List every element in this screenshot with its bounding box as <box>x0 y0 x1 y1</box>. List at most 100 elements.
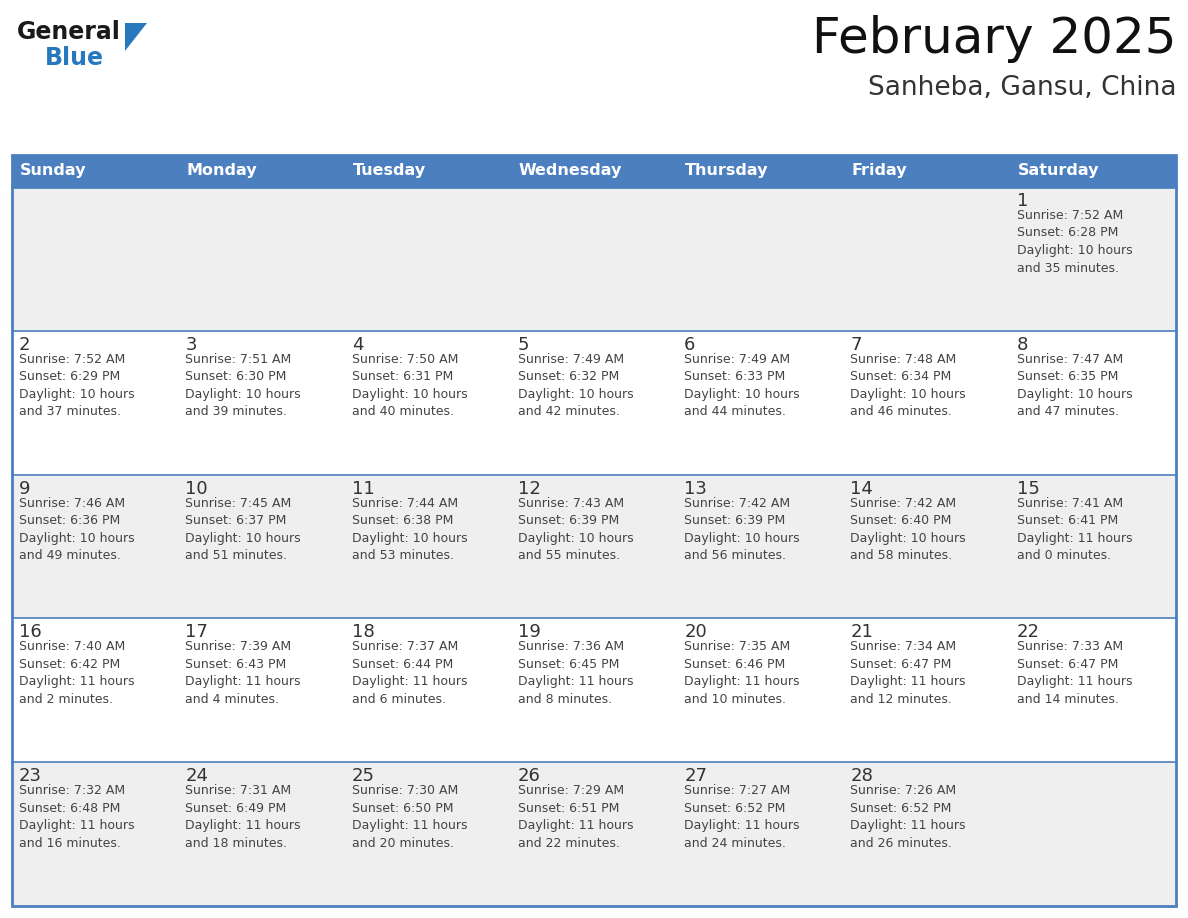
Text: 11: 11 <box>352 479 374 498</box>
Text: 3: 3 <box>185 336 197 353</box>
Bar <box>1010 187 1176 330</box>
Bar <box>178 155 345 187</box>
Text: Sunrise: 7:49 AM
Sunset: 6:32 PM
Daylight: 10 hours
and 42 minutes.: Sunrise: 7:49 AM Sunset: 6:32 PM Dayligh… <box>518 353 633 419</box>
Bar <box>843 187 1010 330</box>
Bar <box>677 475 843 619</box>
Text: 13: 13 <box>684 479 707 498</box>
Text: Sunrise: 7:50 AM
Sunset: 6:31 PM
Daylight: 10 hours
and 40 minutes.: Sunrise: 7:50 AM Sunset: 6:31 PM Dayligh… <box>352 353 467 419</box>
Bar <box>677 155 843 187</box>
Text: Sunrise: 7:44 AM
Sunset: 6:38 PM
Daylight: 10 hours
and 53 minutes.: Sunrise: 7:44 AM Sunset: 6:38 PM Dayligh… <box>352 497 467 562</box>
Bar <box>178 330 345 475</box>
Text: 18: 18 <box>352 623 374 642</box>
Text: 14: 14 <box>851 479 873 498</box>
Bar <box>12 762 178 906</box>
Text: 19: 19 <box>518 623 541 642</box>
Text: Blue: Blue <box>45 46 105 70</box>
Text: 27: 27 <box>684 767 707 785</box>
Text: 15: 15 <box>1017 479 1040 498</box>
Text: Sanheba, Gansu, China: Sanheba, Gansu, China <box>867 75 1176 101</box>
Bar <box>345 619 511 762</box>
Text: 24: 24 <box>185 767 208 785</box>
Text: 22: 22 <box>1017 623 1040 642</box>
Text: Sunday: Sunday <box>20 163 87 178</box>
Text: Sunrise: 7:30 AM
Sunset: 6:50 PM
Daylight: 11 hours
and 20 minutes.: Sunrise: 7:30 AM Sunset: 6:50 PM Dayligh… <box>352 784 467 850</box>
Bar <box>12 619 178 762</box>
Text: 10: 10 <box>185 479 208 498</box>
Text: 6: 6 <box>684 336 695 353</box>
Bar <box>677 619 843 762</box>
Text: Sunrise: 7:32 AM
Sunset: 6:48 PM
Daylight: 11 hours
and 16 minutes.: Sunrise: 7:32 AM Sunset: 6:48 PM Dayligh… <box>19 784 134 850</box>
Bar <box>178 762 345 906</box>
Bar <box>1010 155 1176 187</box>
Text: Sunrise: 7:49 AM
Sunset: 6:33 PM
Daylight: 10 hours
and 44 minutes.: Sunrise: 7:49 AM Sunset: 6:33 PM Dayligh… <box>684 353 800 419</box>
Text: Sunrise: 7:47 AM
Sunset: 6:35 PM
Daylight: 10 hours
and 47 minutes.: Sunrise: 7:47 AM Sunset: 6:35 PM Dayligh… <box>1017 353 1132 419</box>
Text: 26: 26 <box>518 767 541 785</box>
Bar <box>1010 762 1176 906</box>
Bar <box>511 619 677 762</box>
Text: Sunrise: 7:37 AM
Sunset: 6:44 PM
Daylight: 11 hours
and 6 minutes.: Sunrise: 7:37 AM Sunset: 6:44 PM Dayligh… <box>352 641 467 706</box>
Bar <box>843 330 1010 475</box>
Text: Sunrise: 7:27 AM
Sunset: 6:52 PM
Daylight: 11 hours
and 24 minutes.: Sunrise: 7:27 AM Sunset: 6:52 PM Dayligh… <box>684 784 800 850</box>
Text: 12: 12 <box>518 479 541 498</box>
Text: Wednesday: Wednesday <box>519 163 623 178</box>
Bar <box>12 475 178 619</box>
Text: Sunrise: 7:31 AM
Sunset: 6:49 PM
Daylight: 11 hours
and 18 minutes.: Sunrise: 7:31 AM Sunset: 6:49 PM Dayligh… <box>185 784 301 850</box>
Bar <box>1010 475 1176 619</box>
Bar <box>1010 619 1176 762</box>
Bar <box>12 187 178 330</box>
Text: Sunrise: 7:36 AM
Sunset: 6:45 PM
Daylight: 11 hours
and 8 minutes.: Sunrise: 7:36 AM Sunset: 6:45 PM Dayligh… <box>518 641 633 706</box>
Bar <box>843 762 1010 906</box>
Text: 1: 1 <box>1017 192 1028 210</box>
Text: Sunrise: 7:40 AM
Sunset: 6:42 PM
Daylight: 11 hours
and 2 minutes.: Sunrise: 7:40 AM Sunset: 6:42 PM Dayligh… <box>19 641 134 706</box>
Bar <box>677 187 843 330</box>
Text: Sunrise: 7:39 AM
Sunset: 6:43 PM
Daylight: 11 hours
and 4 minutes.: Sunrise: 7:39 AM Sunset: 6:43 PM Dayligh… <box>185 641 301 706</box>
Text: Thursday: Thursday <box>685 163 769 178</box>
Bar <box>345 330 511 475</box>
Text: Sunrise: 7:42 AM
Sunset: 6:39 PM
Daylight: 10 hours
and 56 minutes.: Sunrise: 7:42 AM Sunset: 6:39 PM Dayligh… <box>684 497 800 562</box>
Text: Sunrise: 7:33 AM
Sunset: 6:47 PM
Daylight: 11 hours
and 14 minutes.: Sunrise: 7:33 AM Sunset: 6:47 PM Dayligh… <box>1017 641 1132 706</box>
Bar <box>12 155 1176 906</box>
Bar <box>12 155 178 187</box>
Text: 20: 20 <box>684 623 707 642</box>
Text: Monday: Monday <box>187 163 257 178</box>
Text: February 2025: February 2025 <box>811 15 1176 63</box>
Bar <box>511 330 677 475</box>
Text: Sunrise: 7:34 AM
Sunset: 6:47 PM
Daylight: 11 hours
and 12 minutes.: Sunrise: 7:34 AM Sunset: 6:47 PM Dayligh… <box>851 641 966 706</box>
Text: Sunrise: 7:46 AM
Sunset: 6:36 PM
Daylight: 10 hours
and 49 minutes.: Sunrise: 7:46 AM Sunset: 6:36 PM Dayligh… <box>19 497 134 562</box>
Bar <box>511 187 677 330</box>
Polygon shape <box>125 23 147 51</box>
Text: 9: 9 <box>19 479 31 498</box>
Bar <box>1010 330 1176 475</box>
Text: Sunrise: 7:48 AM
Sunset: 6:34 PM
Daylight: 10 hours
and 46 minutes.: Sunrise: 7:48 AM Sunset: 6:34 PM Dayligh… <box>851 353 966 419</box>
Text: 8: 8 <box>1017 336 1028 353</box>
Bar <box>178 475 345 619</box>
Text: Sunrise: 7:43 AM
Sunset: 6:39 PM
Daylight: 10 hours
and 55 minutes.: Sunrise: 7:43 AM Sunset: 6:39 PM Dayligh… <box>518 497 633 562</box>
Bar <box>345 762 511 906</box>
Bar <box>843 475 1010 619</box>
Text: Saturday: Saturday <box>1018 163 1099 178</box>
Text: 7: 7 <box>851 336 862 353</box>
Text: Sunrise: 7:52 AM
Sunset: 6:28 PM
Daylight: 10 hours
and 35 minutes.: Sunrise: 7:52 AM Sunset: 6:28 PM Dayligh… <box>1017 209 1132 274</box>
Bar <box>178 619 345 762</box>
Text: Friday: Friday <box>852 163 908 178</box>
Text: 16: 16 <box>19 623 42 642</box>
Text: Sunrise: 7:52 AM
Sunset: 6:29 PM
Daylight: 10 hours
and 37 minutes.: Sunrise: 7:52 AM Sunset: 6:29 PM Dayligh… <box>19 353 134 419</box>
Bar <box>511 155 677 187</box>
Text: Sunrise: 7:35 AM
Sunset: 6:46 PM
Daylight: 11 hours
and 10 minutes.: Sunrise: 7:35 AM Sunset: 6:46 PM Dayligh… <box>684 641 800 706</box>
Bar <box>345 475 511 619</box>
Text: Tuesday: Tuesday <box>353 163 425 178</box>
Bar <box>843 155 1010 187</box>
Text: 2: 2 <box>19 336 31 353</box>
Text: General: General <box>17 20 121 44</box>
Bar <box>677 762 843 906</box>
Text: Sunrise: 7:29 AM
Sunset: 6:51 PM
Daylight: 11 hours
and 22 minutes.: Sunrise: 7:29 AM Sunset: 6:51 PM Dayligh… <box>518 784 633 850</box>
Bar <box>345 187 511 330</box>
Bar <box>511 762 677 906</box>
Text: 4: 4 <box>352 336 364 353</box>
Text: 21: 21 <box>851 623 873 642</box>
Text: 25: 25 <box>352 767 374 785</box>
Text: Sunrise: 7:26 AM
Sunset: 6:52 PM
Daylight: 11 hours
and 26 minutes.: Sunrise: 7:26 AM Sunset: 6:52 PM Dayligh… <box>851 784 966 850</box>
Bar <box>677 330 843 475</box>
Text: 23: 23 <box>19 767 42 785</box>
Text: 5: 5 <box>518 336 530 353</box>
